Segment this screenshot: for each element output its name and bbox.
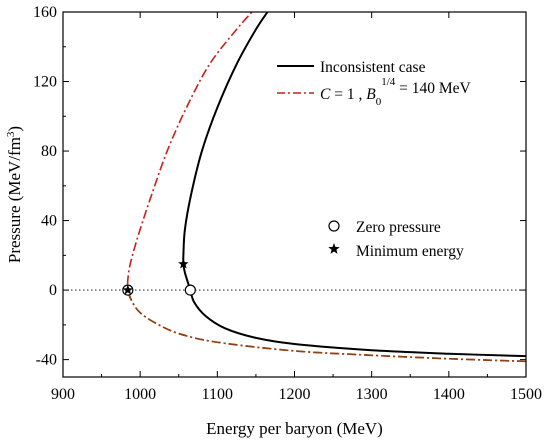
y-tick-label: 0 <box>49 282 57 299</box>
legend-label-dash-dot: C = 1 , B0 1/4 = 140 MeV <box>320 76 472 108</box>
series-dash-dot-lower-branch <box>127 289 526 363</box>
x-tick-label: 1500 <box>510 386 542 403</box>
x-tick-label: 1200 <box>279 386 311 403</box>
legend-sub: 0 <box>376 96 382 108</box>
y-tick-label: 80 <box>41 143 57 160</box>
minimum-energy-marker <box>122 284 134 295</box>
legend-sup: 1/4 <box>381 76 396 88</box>
legend-label-inconsistent: Inconsistent case <box>320 59 426 76</box>
x-tick-label: 1100 <box>202 386 233 403</box>
legend-eq1: = 1 , <box>330 86 366 103</box>
y-axis-label: Pressure (MeV/fm3) <box>5 126 24 263</box>
minimum-energy-marker <box>178 258 189 269</box>
legend-eq2: = 140 MeV <box>395 80 471 97</box>
legend-zero-pressure-marker <box>328 220 340 232</box>
legend-label-minimum-energy: Minimum energy <box>356 243 464 260</box>
y-axis-label-sup: 3 <box>5 131 17 137</box>
series-inconsistent-case <box>182 12 526 358</box>
legend-c: C <box>320 86 331 103</box>
y-axis-label-main: Pressure (MeV/fm <box>5 137 24 263</box>
y-tick-label: 160 <box>33 4 57 21</box>
y-axis-label-close: ) <box>5 126 24 132</box>
marker-layer <box>122 258 196 296</box>
x-tick-label: 900 <box>51 386 75 403</box>
x-axis-label: Energy per baryon (MeV) <box>206 419 383 438</box>
y-tick-label: 40 <box>41 213 57 230</box>
zero-pressure-marker <box>184 284 196 296</box>
x-tick-label: 1000 <box>124 386 156 403</box>
legend-label-zero-pressure: Zero pressure <box>356 219 441 236</box>
y-tick-label: -40 <box>36 352 57 369</box>
y-tick-label: 120 <box>33 74 57 91</box>
series-layer <box>126 12 526 363</box>
legend: Inconsistent case C = 1 , B0 1/4 = 140 Me… <box>277 59 472 260</box>
legend-b: B <box>366 86 376 103</box>
x-tick-label: 1300 <box>356 386 388 403</box>
legend-minimum-energy-star-icon <box>328 243 340 254</box>
x-tick-label: 1400 <box>433 386 465 403</box>
x-axis-ticks: 900 1000 1100 1200 1300 1400 1500 <box>51 12 542 403</box>
y-axis-ticks: -40 0 40 80 120 160 <box>33 4 526 369</box>
